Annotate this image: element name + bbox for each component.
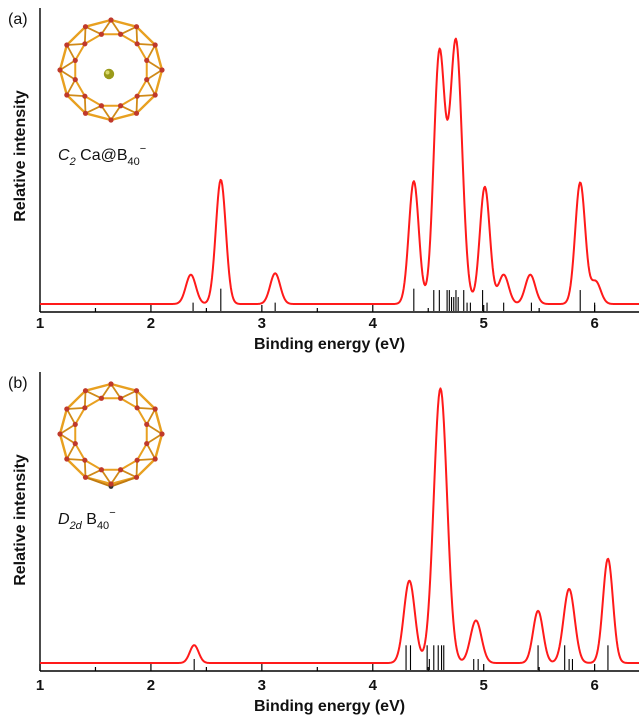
x-tick-label: 2 bbox=[147, 315, 155, 332]
x-tick-label: 6 bbox=[590, 677, 598, 694]
simulated-spectrum-line bbox=[39, 387, 639, 664]
species-label: D2d B40− bbox=[58, 507, 116, 532]
structure-inset bbox=[57, 381, 165, 489]
panel-a: (a) Relative intensity 1 2 3 4 5 6 Binding energ… bbox=[8, 8, 639, 353]
panel-b: (b) Relative intensity 1 2 3 4 5 6 Binding energ… bbox=[8, 372, 639, 715]
x-tick-label: 3 bbox=[258, 315, 266, 332]
structure-inset bbox=[57, 17, 165, 123]
x-tick-label: 4 bbox=[369, 315, 378, 332]
x-tick-label: 1 bbox=[36, 315, 44, 332]
x-tick-label: 6 bbox=[590, 315, 598, 332]
x-tick-label: 5 bbox=[480, 315, 488, 332]
cluster-structure-icon bbox=[57, 17, 165, 123]
calcium-atom-icon bbox=[103, 68, 115, 80]
species-label: C2 Ca@B40− bbox=[58, 143, 146, 168]
x-tick-label: 1 bbox=[36, 677, 44, 694]
simulated-spectrum-line bbox=[39, 37, 639, 305]
x-axis-label: Binding energy (eV) bbox=[254, 698, 405, 715]
x-tick-label: 4 bbox=[369, 677, 378, 694]
panel-label: (a) bbox=[8, 11, 28, 28]
x-axis-label: Binding energy (eV) bbox=[254, 336, 405, 353]
x-tick-label: 3 bbox=[258, 677, 266, 694]
cluster-structure-icon bbox=[57, 381, 165, 489]
x-tick-label: 2 bbox=[147, 677, 155, 694]
y-axis-label: Relative intensity bbox=[12, 90, 29, 222]
x-tick-label: 5 bbox=[480, 677, 488, 694]
panel-label: (b) bbox=[8, 375, 28, 392]
y-axis-label: Relative intensity bbox=[12, 454, 29, 586]
